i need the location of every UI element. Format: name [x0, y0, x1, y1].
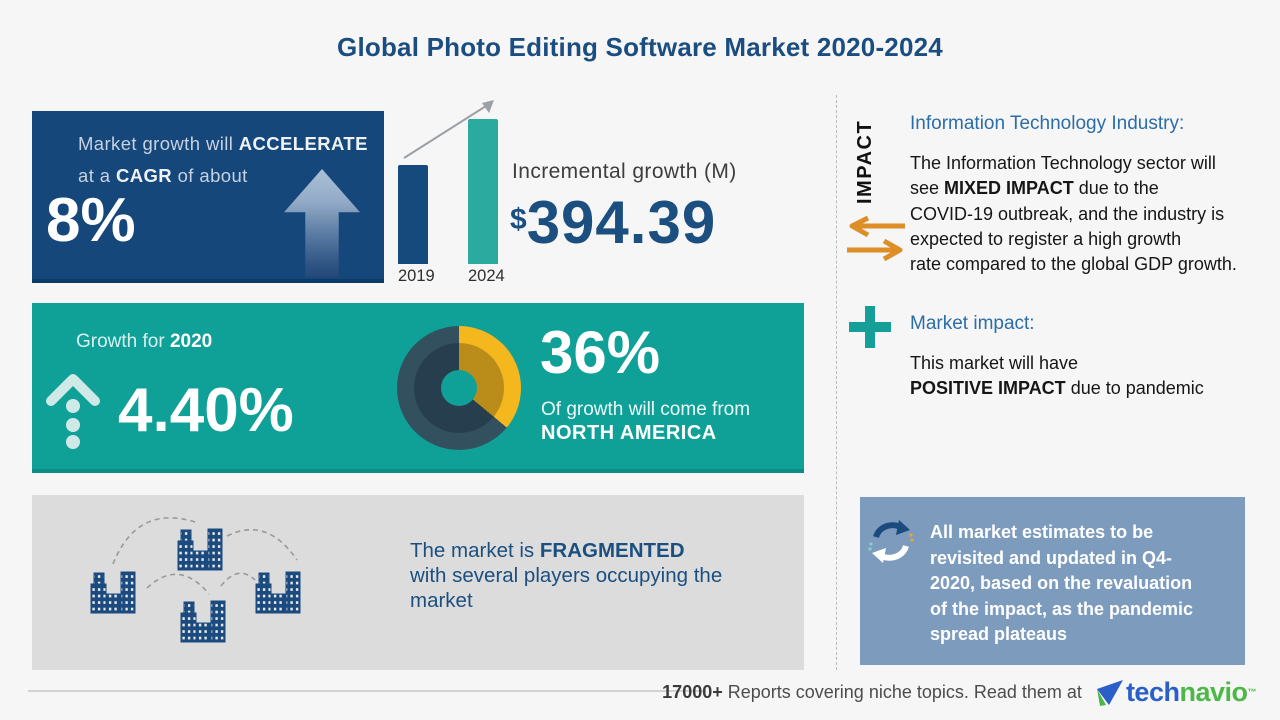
- market-impact-line2: POSITIVE IMPACT due to pandemic: [910, 376, 1204, 401]
- estimates-line: revisited and updated in Q4-: [930, 547, 1173, 568]
- cagr-line1: Market growth will ACCELERATE: [78, 133, 368, 155]
- bar-label-2024: 2024: [468, 267, 505, 285]
- impact-vertical-label: IMPACT: [854, 119, 876, 204]
- growth-year: 2020: [169, 331, 213, 352]
- currency-symbol: $: [510, 203, 527, 236]
- it-body-line5: rate compared to the global GDP growth.: [910, 254, 1237, 275]
- trend-arrow-icon: [403, 100, 494, 159]
- fragmented-pre: The market is: [410, 539, 540, 562]
- growth-2020-value: 4.40%: [118, 376, 294, 445]
- it-industry-body: The Information Technology sector will s…: [910, 151, 1237, 277]
- dashed-separator: [836, 95, 837, 670]
- cagr-line2-post: of about: [172, 165, 248, 186]
- market-impact-accent: POSITIVE IMPACT: [910, 378, 1066, 399]
- market-impact-heading: Market impact:: [910, 313, 1035, 334]
- it-body-line2-accent: MIXED IMPACT: [944, 178, 1074, 199]
- it-body-line4: expected to register a high growth: [910, 228, 1182, 249]
- estimates-line: spread plateaus: [930, 624, 1068, 645]
- share-percent: 36%: [540, 319, 661, 386]
- fragmented-line1: The market is FRAGMENTED: [410, 538, 785, 563]
- incremental-growth-label: Incremental growth (M): [512, 160, 737, 183]
- refresh-icon: [868, 520, 914, 563]
- incremental-amount: 394.39: [526, 189, 717, 256]
- share-caption: Of growth will come from: [541, 399, 751, 420]
- growth-for-text: Growth for: [76, 331, 170, 352]
- estimates-note-card: All market estimates to be revisited and…: [860, 497, 1245, 665]
- fragmented-text: The market is FRAGMENTED with several pl…: [410, 538, 785, 613]
- plus-icon: [849, 306, 891, 348]
- footer-report-count: 17000+: [662, 681, 723, 702]
- up-arrow-icon: [284, 169, 360, 277]
- cagr-card: Market growth will ACCELERATE at a CAGR …: [32, 111, 384, 283]
- share-region: NORTH AMERICA: [541, 422, 717, 444]
- estimates-line: 2020, based on the revaluation: [930, 573, 1193, 594]
- it-body-line1: The Information Technology sector will: [910, 153, 1216, 173]
- technavio-wordmark: technavio™: [1125, 677, 1257, 707]
- it-industry-heading: Information Technology Industry:: [910, 113, 1185, 134]
- mixed-impact-arrows-icon: [847, 216, 905, 262]
- footer-divider: [28, 690, 706, 692]
- estimates-note-text: All market estimates to be revisited and…: [930, 520, 1230, 648]
- fragmented-card: [32, 495, 804, 670]
- cagr-value: 8%: [46, 186, 136, 255]
- technavio-logo[interactable]: technavio™: [1094, 677, 1256, 707]
- cagr-line1-accent: ACCELERATE: [238, 133, 368, 154]
- market-impact-line1: This market will have: [910, 353, 1079, 373]
- technavio-logo-icon: [1096, 680, 1123, 706]
- cagr-line2: at a CAGR of about: [78, 165, 248, 187]
- incremental-growth-value: $394.39: [510, 188, 716, 257]
- growth-for-label: Growth for 2020: [76, 331, 212, 353]
- buildings-network-icon: [90, 517, 301, 643]
- market-impact-line2-post: due to pandemic: [1065, 378, 1204, 399]
- footer-caption: Reports covering niche topics. Read them…: [722, 681, 1082, 702]
- cagr-line2-accent: CAGR: [116, 165, 173, 186]
- cagr-line2-pre: at a: [78, 165, 116, 186]
- donut-chart: [397, 326, 521, 450]
- page-title: Global Photo Editing Software Market 202…: [337, 32, 943, 62]
- chevron-up-dots-icon: [46, 374, 100, 449]
- it-body-line2-post: due to the: [1073, 178, 1159, 199]
- logo-trademark: ™: [1247, 687, 1257, 697]
- it-body-line3: COVID-19 outbreak, and the industry is: [910, 203, 1225, 224]
- bar-2019: [398, 165, 428, 264]
- estimates-line: of the impact, as the pandemic: [930, 598, 1194, 619]
- it-body-line2: see MIXED IMPACT due to the: [910, 176, 1237, 201]
- cagr-line1-pre: Market growth will: [78, 133, 239, 154]
- footer: 17000+ Reports covering niche topics. Re…: [662, 677, 1256, 707]
- footer-text: 17000+ Reports covering niche topics. Re…: [662, 682, 1082, 703]
- bar-2024: [468, 119, 498, 264]
- fragmented-accent: FRAGMENTED: [539, 539, 685, 562]
- logo-navio-text: navio: [1179, 677, 1248, 707]
- market-impact-body: This market will have POSITIVE IMPACT du…: [910, 351, 1204, 402]
- estimates-line: All market estimates to be: [930, 522, 1154, 542]
- incremental-growth-bar-chart: [398, 100, 499, 264]
- it-body-line2-pre: see: [910, 178, 945, 199]
- bar-label-2019: 2019: [398, 267, 435, 285]
- fragmented-rest: with several players occupying the marke…: [410, 564, 723, 612]
- logo-tech-text: tech: [1125, 677, 1180, 707]
